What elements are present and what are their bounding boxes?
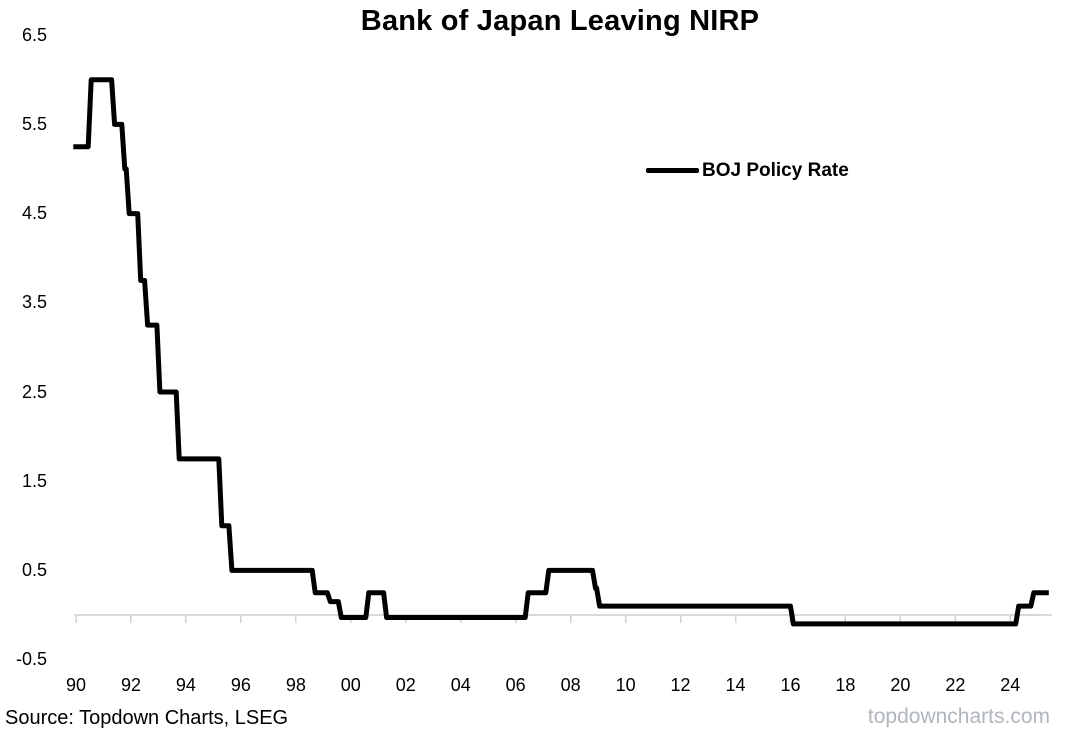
- legend-label: BOJ Policy Rate: [702, 159, 849, 181]
- legend: BOJ Policy Rate: [646, 158, 849, 183]
- x-tick-label-90: 90: [65, 675, 87, 695]
- x-tick-label-92: 92: [120, 675, 141, 695]
- x-tick-label-94: 94: [175, 675, 196, 695]
- x-tick-label-20: 20: [890, 675, 911, 695]
- chart-title: Bank of Japan Leaving NIRP: [360, 5, 760, 37]
- y-tick-label-2.5: 2.5: [21, 381, 47, 402]
- y-tick-label-5.5: 5.5: [21, 113, 47, 134]
- x-tick-label-16: 16: [780, 675, 801, 695]
- y-tick-label--0.5: -0.5: [15, 649, 47, 670]
- x-tick-label-24: 24: [1000, 675, 1021, 695]
- x-tick-label-04: 04: [450, 675, 471, 695]
- x-tick-label-08: 08: [560, 675, 581, 695]
- y-tick-label-6.5: 6.5: [21, 24, 47, 45]
- x-tick-label-98: 98: [285, 675, 306, 695]
- source-note: Source: Topdown Charts, LSEG: [5, 707, 289, 729]
- x-tick-label-18: 18: [835, 675, 856, 695]
- x-tick-label-10: 10: [615, 675, 636, 695]
- x-tick-label-00: 00: [340, 675, 361, 695]
- legend-line-swatch: [646, 168, 699, 173]
- y-tick-label-1.5: 1.5: [21, 470, 47, 491]
- y-tick-label-3.5: 3.5: [21, 292, 47, 313]
- x-tick-label-06: 06: [505, 675, 526, 695]
- y-tick-label-4.5: 4.5: [21, 203, 47, 224]
- policy-rate-line: [73, 77, 1049, 627]
- x-tick-label-22: 22: [945, 675, 966, 695]
- x-tick-label-14: 14: [725, 675, 746, 695]
- x-tick-label-02: 02: [395, 675, 416, 695]
- x-tick-label-12: 12: [670, 675, 691, 695]
- watermark: topdowncharts.com: [867, 705, 1050, 728]
- y-tick-label-0.5: 0.5: [21, 559, 47, 580]
- x-tick-label-96: 96: [230, 675, 251, 695]
